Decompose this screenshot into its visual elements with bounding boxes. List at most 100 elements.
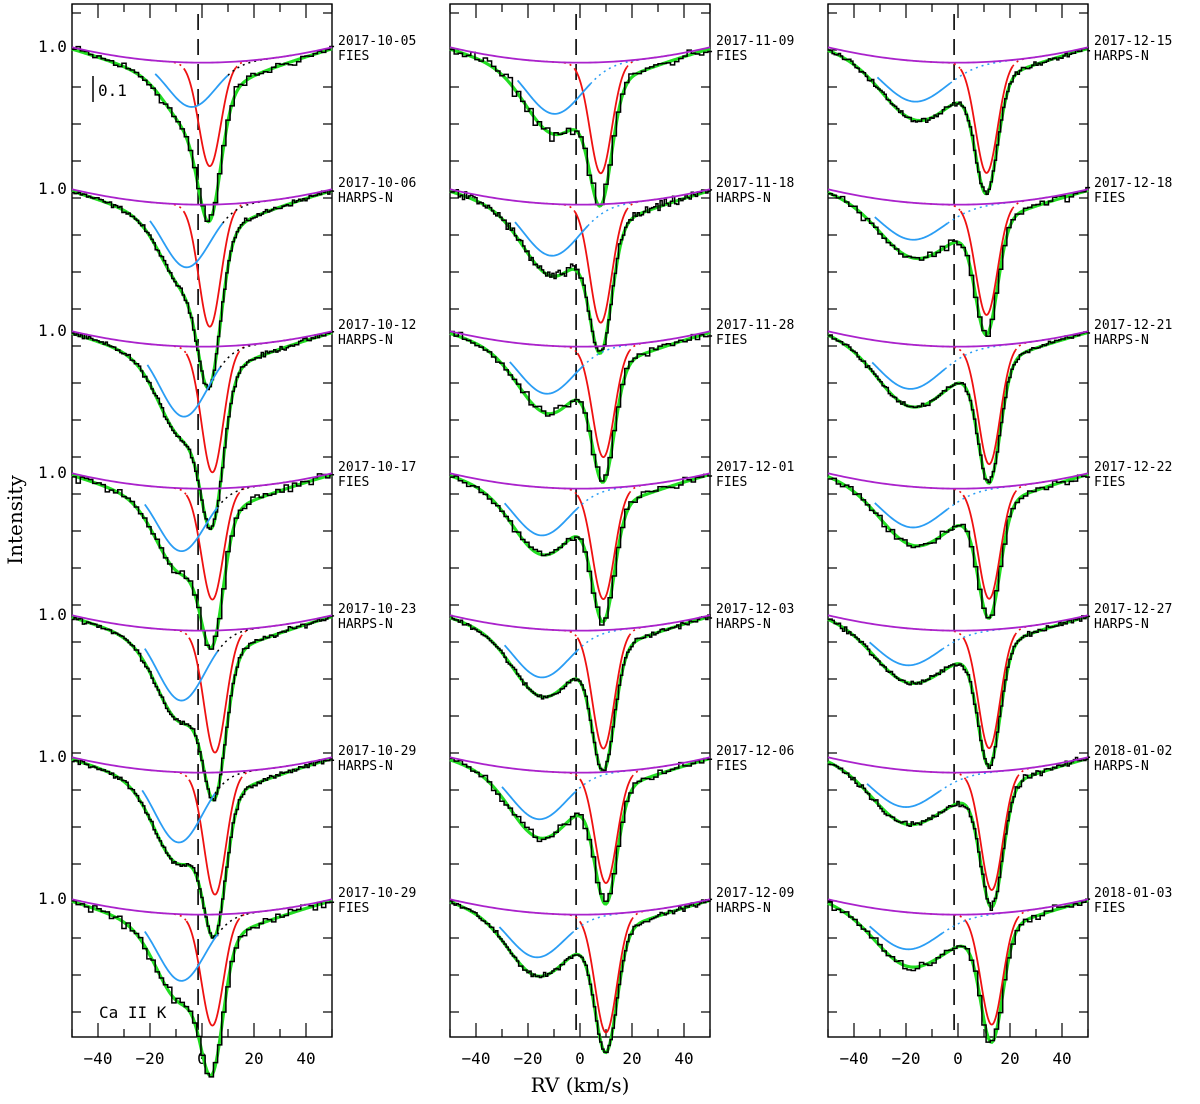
observed-spectrum bbox=[450, 330, 713, 482]
observation-date: 2017-12-22 bbox=[1094, 460, 1172, 475]
continuum-curve bbox=[71, 330, 333, 348]
broad-component-wing bbox=[576, 622, 672, 651]
narrow-component-curve bbox=[579, 918, 633, 1034]
observed-spectrum bbox=[72, 615, 335, 802]
observed-spectrum bbox=[828, 47, 1091, 196]
x-tick-label: −20 bbox=[136, 1049, 165, 1068]
continuum-curve bbox=[827, 188, 1089, 206]
broad-component-curve bbox=[509, 361, 584, 395]
instrument-label: HARPS-N bbox=[716, 617, 771, 632]
continuum-label: 1.0 bbox=[38, 37, 67, 56]
continuum-curve bbox=[827, 46, 1089, 64]
observed-spectrum bbox=[72, 330, 335, 530]
narrow-component-curve bbox=[574, 66, 628, 175]
instrument-label: FIES bbox=[338, 901, 369, 916]
panel-grid: −40 −20 0 20 40 −40 −20 0 20 40 −40 −20 0 20 401.01.01… bbox=[38, 3, 1172, 1078]
narrow-component-curve bbox=[576, 634, 631, 750]
observation-date: 2017-10-06 bbox=[338, 176, 416, 191]
observation-date: 2017-12-06 bbox=[716, 744, 794, 759]
broad-component-wing bbox=[571, 906, 672, 934]
fit-total-curve bbox=[449, 189, 711, 356]
continuum-curve bbox=[827, 898, 1089, 916]
observation-date: 2017-10-17 bbox=[338, 460, 416, 475]
continuum-curve bbox=[449, 46, 711, 64]
narrow-component-curve bbox=[576, 492, 631, 601]
fit-total-curve bbox=[827, 614, 1089, 769]
instrument-label: HARPS-N bbox=[716, 901, 771, 916]
observation-date: 2017-12-09 bbox=[716, 886, 794, 901]
instrument-label: FIES bbox=[338, 49, 369, 64]
observed-spectrum bbox=[828, 186, 1091, 338]
broad-component-wing bbox=[574, 764, 672, 793]
fit-total-curve bbox=[827, 898, 1089, 1044]
continuum-curve bbox=[449, 188, 711, 206]
continuum-curve bbox=[449, 472, 711, 490]
x-tick-label: 40 bbox=[674, 1049, 693, 1068]
observed-spectrum bbox=[450, 188, 713, 352]
fit-total-curve bbox=[449, 472, 711, 624]
instrument-label: FIES bbox=[1094, 901, 1125, 916]
instrument-label: HARPS-N bbox=[1094, 759, 1149, 774]
observed-spectrum bbox=[72, 757, 335, 939]
narrow-component-curve bbox=[574, 209, 628, 324]
observed-spectrum bbox=[450, 473, 713, 626]
broad-component-wing bbox=[217, 906, 294, 935]
broad-component-wing bbox=[944, 338, 1050, 370]
instrument-label: FIES bbox=[716, 49, 747, 64]
instrument-label: HARPS-N bbox=[338, 617, 393, 632]
instrument-label: HARPS-N bbox=[1094, 617, 1149, 632]
fit-total-curve bbox=[827, 46, 1089, 196]
narrow-component-curve bbox=[185, 919, 240, 1027]
x-axis-title: RV (km/s) bbox=[531, 1073, 630, 1097]
instrument-label: FIES bbox=[716, 333, 747, 348]
observed-spectrum bbox=[828, 898, 1091, 1043]
narrow-component-curve bbox=[965, 917, 1019, 1026]
continuum-curve bbox=[449, 614, 711, 632]
broad-component-curve bbox=[141, 789, 216, 844]
narrow-component-curve bbox=[959, 207, 1014, 316]
panel-frame bbox=[71, 3, 333, 1038]
fit-total-curve bbox=[827, 756, 1089, 909]
broad-component-curve bbox=[146, 364, 221, 418]
continuum-curve bbox=[71, 46, 333, 64]
continuum-curve bbox=[71, 756, 333, 774]
panel-frame bbox=[449, 3, 711, 1038]
observed-spectrum bbox=[72, 189, 335, 391]
broad-component-wing bbox=[576, 480, 672, 509]
fit-total-curve bbox=[827, 330, 1089, 485]
x-tick-label: −20 bbox=[514, 1049, 543, 1068]
x-tick-label: −40 bbox=[840, 1049, 869, 1068]
broad-component-curve bbox=[874, 502, 949, 529]
x-tick-label: 20 bbox=[244, 1049, 263, 1068]
broad-component-curve bbox=[866, 783, 941, 808]
observation-date: 2017-12-03 bbox=[716, 602, 794, 617]
broad-component-curve bbox=[514, 221, 589, 257]
observation-date: 2017-10-05 bbox=[338, 34, 416, 49]
continuum-label: 1.0 bbox=[38, 463, 67, 482]
continuum-curve bbox=[827, 756, 1089, 774]
instrument-label: FIES bbox=[1094, 191, 1125, 206]
continuum-curve bbox=[71, 614, 333, 632]
continuum-label: 1.0 bbox=[38, 321, 67, 340]
fit-total-curve bbox=[449, 47, 711, 208]
continuum-label: 1.0 bbox=[38, 179, 67, 198]
instrument-label: HARPS-N bbox=[1094, 49, 1149, 64]
continuum-curve bbox=[71, 188, 333, 206]
broad-component-wing bbox=[219, 338, 294, 368]
panel-column-1: −40 −20 0 20 40 bbox=[71, 3, 333, 1068]
observed-spectrum bbox=[72, 45, 335, 223]
observed-spectrum bbox=[450, 898, 713, 1054]
continuum-curve bbox=[827, 614, 1089, 632]
instrument-label: HARPS-N bbox=[716, 191, 771, 206]
x-tick-label: 20 bbox=[1000, 1049, 1019, 1068]
observed-spectrum bbox=[828, 615, 1091, 770]
